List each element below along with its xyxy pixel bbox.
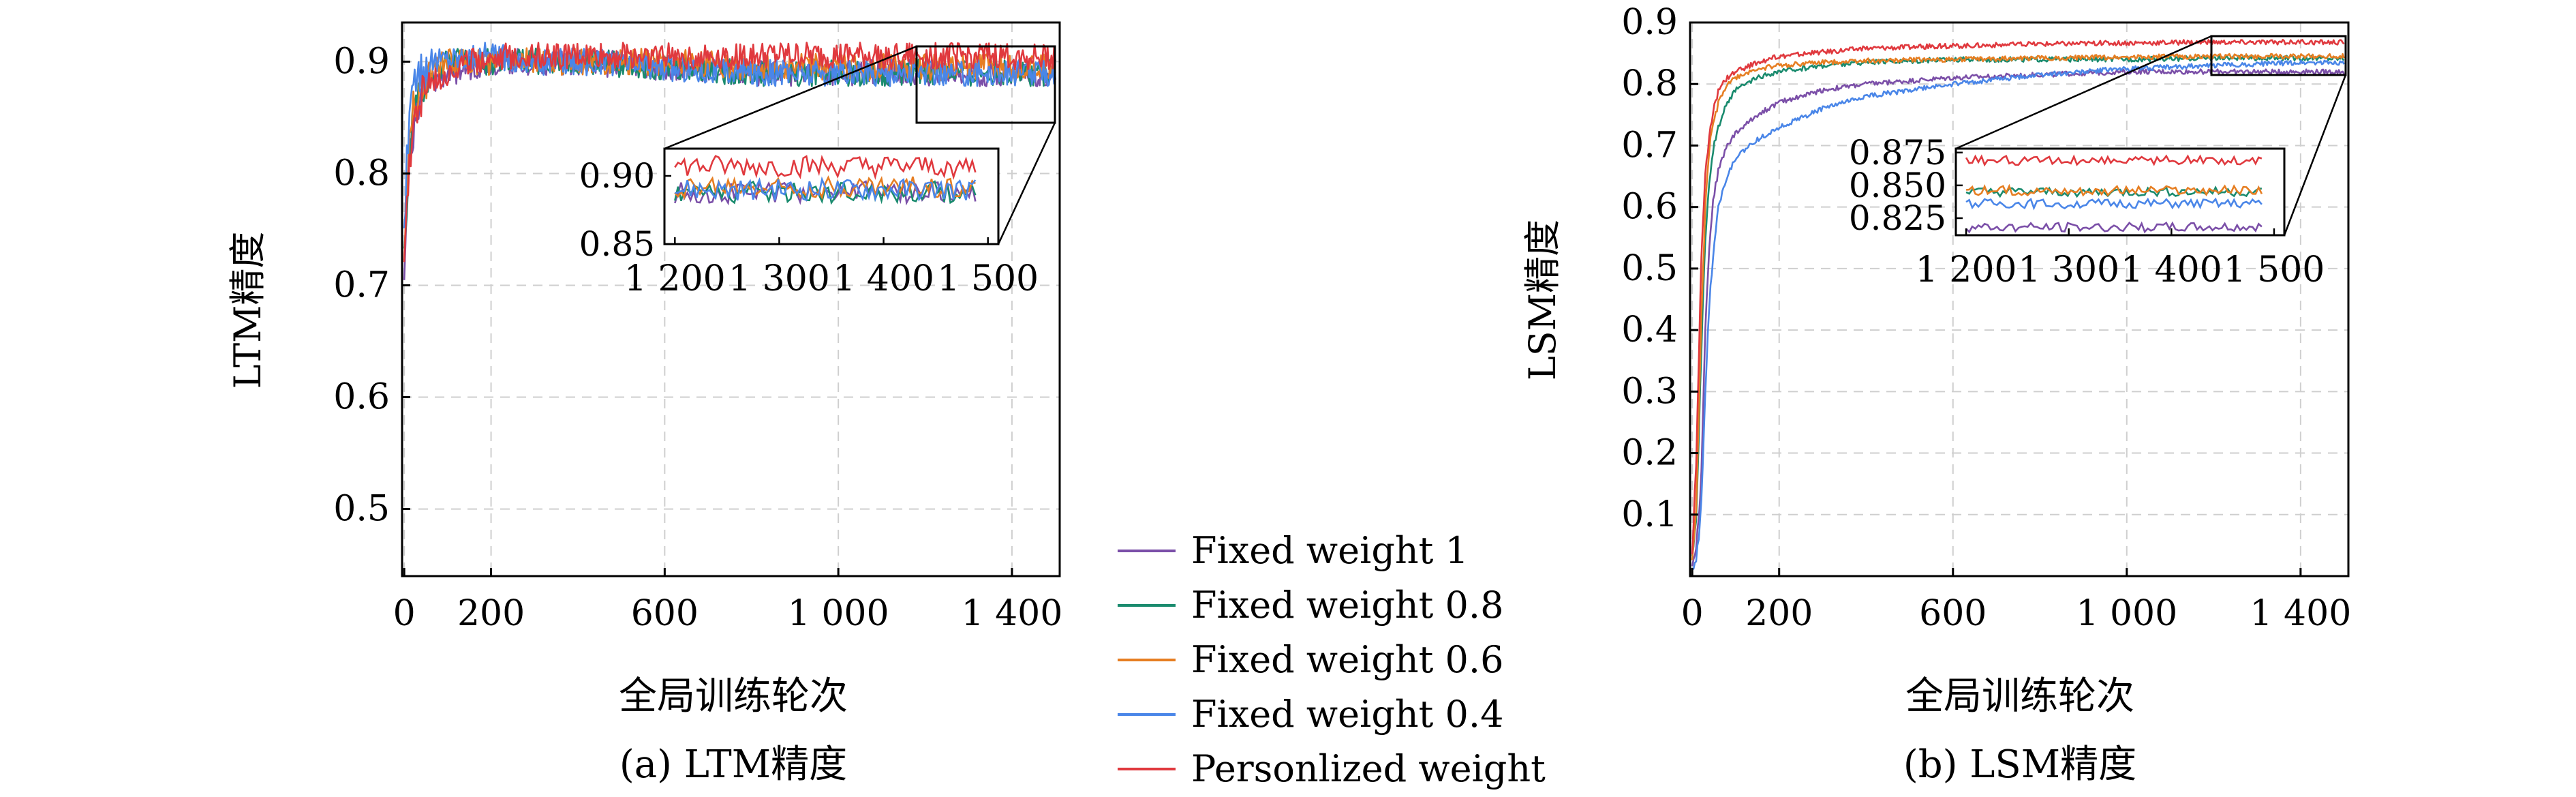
legend-label-1: Fixed weight 0.8 <box>1191 584 1503 627</box>
ltm-inset-xtick-label-1: 1 300 <box>729 258 830 299</box>
lsm-ytick-label-2: 0.3 <box>1621 371 1678 412</box>
panel-lsm: 0 200 600 1 000 1 400 0.1 0.2 0.3 0.4 0.5 0.6 0.7 0.… <box>1521 2 2351 787</box>
ltm-axes-frame <box>401 21 1061 577</box>
ltm-inset-series-3 <box>675 176 977 202</box>
lsm-ylabel: LSM精度 <box>1521 220 1564 380</box>
lsm-xtick-label-3: 1 000 <box>2076 593 2177 634</box>
ltm-zoom-box <box>915 45 1056 124</box>
lsm-ytick-label-5: 0.6 <box>1621 187 1678 228</box>
lsm-series-2 <box>1691 52 2345 560</box>
ltm-ytick-label-4: 0.9 <box>333 41 390 82</box>
lsm-connector-a <box>1955 35 2212 150</box>
ltm-inset-xtick-label-3: 1 500 <box>937 258 1039 299</box>
lsm-ytick-label-3: 0.4 <box>1621 310 1678 350</box>
legend-label-2: Fixed weight 0.6 <box>1191 638 1503 681</box>
panel-ltm: 0 200 600 1 000 1 400 0.5 0.6 0.7 0.8 0.9 1 200 1 3… <box>226 21 1062 787</box>
lsm-connector-b <box>2283 74 2347 236</box>
ltm-ytick-label-3: 0.8 <box>333 153 390 194</box>
lsm-ytick-label-8: 0.9 <box>1621 2 1678 43</box>
lsm-caption: (b) LSM精度 <box>1903 742 2136 787</box>
lsm-zoom-box <box>2210 35 2347 76</box>
ltm-xtick-label-0: 0 <box>393 593 416 634</box>
lsm-ytick-label-4: 0.5 <box>1621 248 1678 289</box>
lsm-series-4 <box>1691 39 2345 555</box>
ltm-xlabel: 全局训练轮次 <box>619 674 848 719</box>
lsm-xtick-label-4: 1 400 <box>2250 593 2351 634</box>
legend: Fixed weight 1 Fixed weight 0.8 Fixed weig… <box>1118 529 1546 790</box>
ltm-xtick-label-1: 200 <box>457 593 525 634</box>
ltm-ylabel: LTM精度 <box>226 232 269 389</box>
lsm-inset-xtick-label-0: 1 200 <box>1916 250 2017 290</box>
lsm-series-1 <box>1691 55 2345 556</box>
lsm-ytick-label-7: 0.8 <box>1621 63 1678 104</box>
lsm-inset-xtick-label-1: 1 300 <box>2018 250 2119 290</box>
ltm-inset-ytick-label-1: 0.90 <box>579 156 655 196</box>
legend-label-4: Personlized weight <box>1191 747 1546 790</box>
ltm-ytick-label-0: 0.5 <box>333 489 390 530</box>
lsm-ytick-label-0: 0.1 <box>1621 494 1678 535</box>
ltm-connector-b <box>997 122 1056 245</box>
ltm-inset-xtick-label-0: 1 200 <box>624 258 726 299</box>
ltm-caption: (a) LTM精度 <box>619 742 847 787</box>
ltm-xtick-label-4: 1 400 <box>961 593 1062 634</box>
lsm-series-0 <box>1691 68 2345 567</box>
lsm-inset-series-3 <box>1965 197 2263 211</box>
lsm-xtick-label-0: 0 <box>1681 593 1704 634</box>
ltm-inset-xtick-label-2: 1 400 <box>833 258 934 299</box>
lsm-inset-ytick-label-0: 0.825 <box>1849 198 1946 238</box>
lsm-ytick-label-6: 0.7 <box>1621 125 1678 166</box>
ltm-inset-ytick-label-0: 0.85 <box>579 224 655 264</box>
lsm-inset-ytick-label-1: 0.850 <box>1849 166 1946 205</box>
lsm-inset-frame <box>1954 147 2286 237</box>
lsm-ytick-label-1: 0.2 <box>1621 433 1678 474</box>
ltm-inset-series-4 <box>674 155 977 181</box>
ltm-xtick-label-3: 1 000 <box>788 593 889 634</box>
lsm-xlabel: 全局训练轮次 <box>1905 674 2134 719</box>
ltm-connector-a <box>664 45 917 150</box>
ltm-inset-frame <box>663 147 1000 245</box>
ltm-plot-area: 0 200 600 1 000 1 400 0.5 0.6 0.7 0.8 0.9 1 200 1 3… <box>333 21 1062 634</box>
lsm-inset-series-2 <box>1965 183 2263 197</box>
lsm-inset-ytick-label-2: 0.875 <box>1849 133 1946 172</box>
ltm-xtick-label-2: 600 <box>631 593 699 634</box>
lsm-axes-frame <box>1689 21 2350 577</box>
lsm-xtick-label-2: 600 <box>1919 593 1987 634</box>
ltm-ytick-label-1: 0.6 <box>333 377 390 418</box>
ltm-series-4 <box>403 42 1056 262</box>
lsm-inset-xtick-label-2: 1 400 <box>2121 250 2222 290</box>
legend-label-0: Fixed weight 1 <box>1191 529 1469 572</box>
lsm-inset-series-0 <box>1965 221 2263 234</box>
lsm-inset-series-4 <box>1965 154 2263 167</box>
lsm-xtick-label-1: 200 <box>1745 593 1813 634</box>
lsm-series-3 <box>1692 59 2345 570</box>
ltm-ytick-label-2: 0.7 <box>333 265 390 305</box>
lsm-plot-area: 0 200 600 1 000 1 400 0.1 0.2 0.3 0.4 0.5 0.6 0.7 0.… <box>1621 2 2351 634</box>
lsm-inset-xtick-label-3: 1 500 <box>2224 250 2325 290</box>
legend-label-3: Fixed weight 0.4 <box>1191 693 1503 736</box>
